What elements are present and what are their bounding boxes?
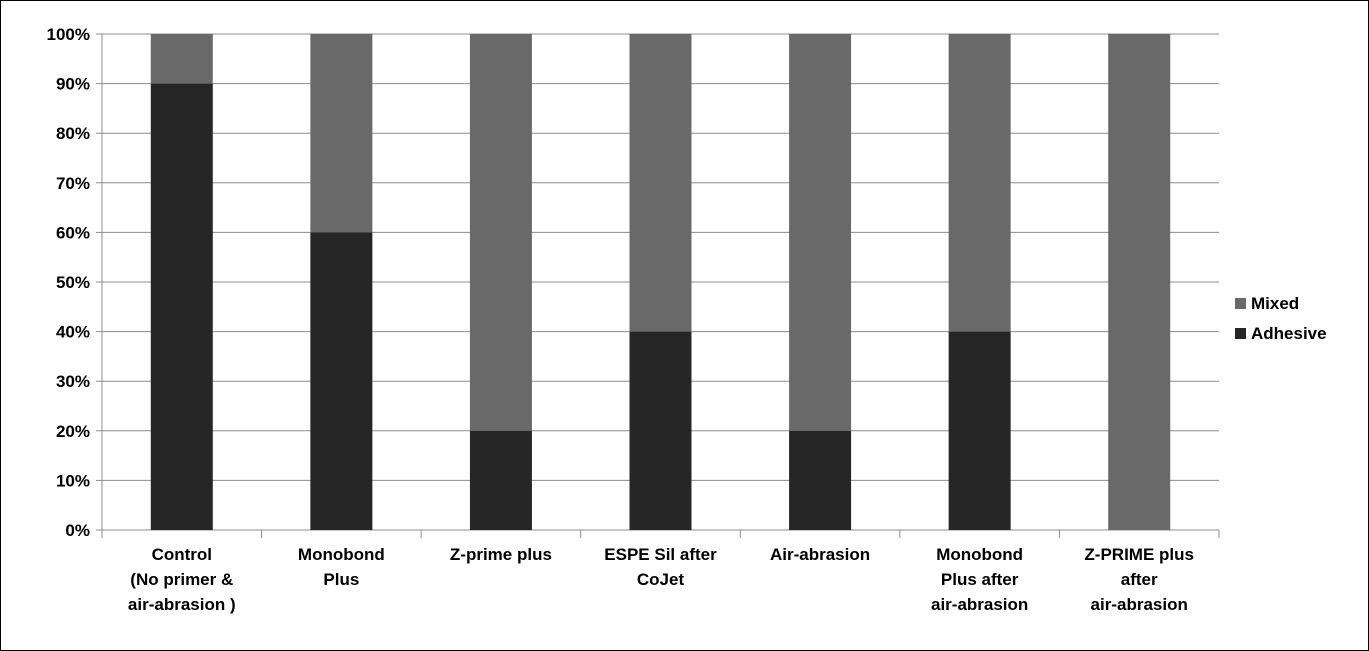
x-category-label-line: air-abrasion xyxy=(931,595,1028,614)
y-tick-label: 60% xyxy=(56,223,90,242)
bar-mixed xyxy=(310,34,373,233)
x-category-label: Monobond Plus xyxy=(298,545,385,589)
x-category-label-line: Monobond xyxy=(298,545,385,564)
y-tick-label: 30% xyxy=(56,372,90,391)
x-category-label-line: air-abrasion xyxy=(1091,595,1188,614)
bar-adhesive xyxy=(789,430,852,530)
y-tick-label: 0% xyxy=(65,521,90,540)
bar-mixed xyxy=(469,34,532,431)
y-tick-label: 90% xyxy=(56,75,90,94)
x-category-label-line: Plus xyxy=(323,570,359,589)
bar-mixed xyxy=(150,34,213,84)
x-category-label-line: Z-prime plus xyxy=(450,545,552,564)
y-tick-label: 50% xyxy=(56,273,90,292)
bar-adhesive xyxy=(469,430,532,530)
x-category-label: Control (No primer & air-abrasion ) xyxy=(128,545,236,614)
x-category-label-line: Z-PRIME plus xyxy=(1084,545,1194,564)
y-tick-label: 100% xyxy=(47,25,90,44)
y-tick-label: 10% xyxy=(56,471,90,490)
y-tick-label: 70% xyxy=(56,174,90,193)
x-category-label: ESPE Sil after CoJet xyxy=(604,545,717,589)
bar-adhesive xyxy=(948,331,1011,530)
x-category-label-line: after xyxy=(1121,570,1158,589)
x-category-label: Monobond Plus after air-abrasion xyxy=(931,545,1028,614)
x-category-label-line: Air-abrasion xyxy=(770,545,870,564)
bar-mixed xyxy=(789,34,852,431)
y-tick-label: 20% xyxy=(56,422,90,441)
x-category-label: Air-abrasion xyxy=(770,545,870,564)
x-category-label-line: ESPE Sil after xyxy=(604,545,717,564)
legend-swatch-mixed xyxy=(1235,298,1246,309)
legend-swatch-adhesive xyxy=(1235,328,1246,339)
bar-adhesive xyxy=(629,331,692,530)
x-category-label-line: Plus after xyxy=(941,570,1019,589)
bar-adhesive xyxy=(310,232,373,530)
x-category-label-line: air-abrasion ) xyxy=(128,595,236,614)
x-category-label-line: (No primer & xyxy=(130,570,233,589)
bar-mixed xyxy=(629,34,692,332)
x-category-label-line: Monobond xyxy=(936,545,1023,564)
x-category-label-line: CoJet xyxy=(637,570,685,589)
x-category-label: Z-PRIME plus after air-abrasion xyxy=(1084,545,1194,614)
bar-adhesive xyxy=(150,83,213,530)
x-category-label: Z-prime plus xyxy=(450,545,552,564)
y-tick-label: 40% xyxy=(56,323,90,342)
x-category-label-line: Control xyxy=(152,545,212,564)
y-tick-label: 80% xyxy=(56,124,90,143)
legend-label-adhesive: Adhesive xyxy=(1251,324,1327,343)
bar-mixed xyxy=(1108,34,1171,530)
legend-label-mixed: Mixed xyxy=(1251,294,1299,313)
bar-mixed xyxy=(948,34,1011,332)
